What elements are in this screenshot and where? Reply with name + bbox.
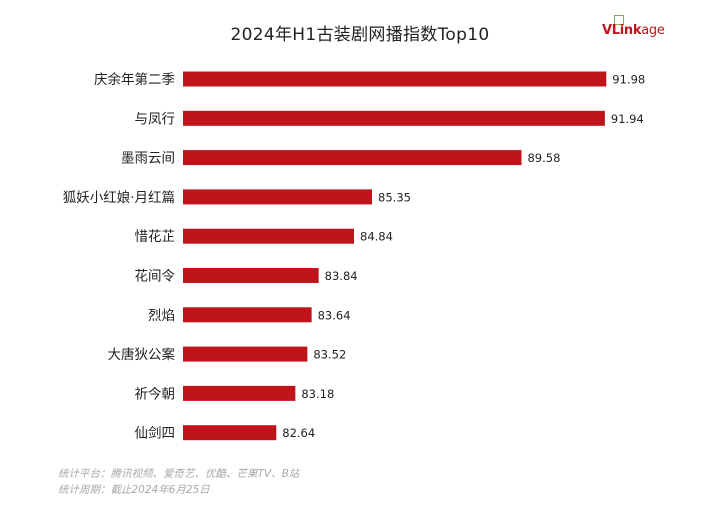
bar xyxy=(183,71,607,87)
footer-period-note: 统计周期：截止2024年6月25日 xyxy=(58,484,210,496)
footer-platform-note: 统计平台：腾讯视频、爱奇艺、优酷、芒果TV、B站 xyxy=(58,468,300,480)
bar xyxy=(183,228,355,244)
category-label: 祈今朝 xyxy=(135,386,176,402)
vlinkage-logo: VLinkage xyxy=(602,15,694,42)
chart-title: 2024年H1古装剧网播指数Top10 xyxy=(230,25,490,45)
bar xyxy=(183,110,605,126)
value-label: 85.35 xyxy=(378,190,411,204)
category-label: 仙剑四 xyxy=(135,426,176,442)
category-label: 烈焰 xyxy=(148,308,175,324)
bar xyxy=(183,307,312,323)
category-label: 狐妖小红娘·月红篇 xyxy=(63,190,175,206)
bar xyxy=(183,268,319,283)
value-label: 83.18 xyxy=(301,387,334,401)
bar xyxy=(183,150,522,166)
category-label: 花间令 xyxy=(135,269,176,285)
value-label: 82.64 xyxy=(282,426,315,440)
category-label: 墨雨云间 xyxy=(121,151,175,167)
value-label: 91.98 xyxy=(612,73,645,87)
category-label: 庆余年第二季 xyxy=(94,71,175,88)
logo-text: VLinkage xyxy=(602,23,665,38)
bar xyxy=(183,346,308,362)
value-label: 89.58 xyxy=(527,151,560,165)
category-label: 大唐狄公案 xyxy=(108,346,176,363)
category-label: 惜花芷 xyxy=(135,229,176,245)
bar xyxy=(183,385,296,401)
value-label: 91.94 xyxy=(611,112,644,126)
value-label: 83.52 xyxy=(313,348,346,362)
bar xyxy=(183,425,277,441)
value-label: 83.84 xyxy=(325,269,358,283)
category-label: 与凤行 xyxy=(135,111,176,127)
bar xyxy=(183,189,373,205)
value-label: 84.84 xyxy=(360,230,393,244)
value-label: 83.64 xyxy=(318,308,351,322)
